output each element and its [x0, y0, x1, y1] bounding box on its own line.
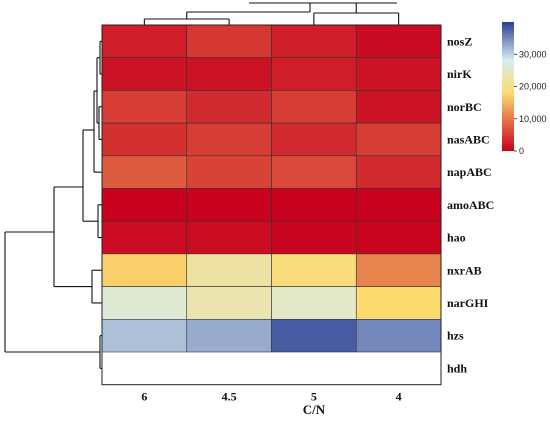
heatmap-cell [101, 57, 188, 91]
heatmap-cell [355, 90, 442, 124]
heatmap-cell [271, 220, 357, 255]
row-label: nasABC [447, 132, 490, 146]
heatmap-cell [271, 57, 357, 91]
heatmap-cell [101, 220, 188, 255]
heatmap-cell [186, 90, 272, 124]
row-label: nxrAB [447, 263, 482, 277]
heatmap-cell [101, 286, 188, 320]
heatmap-cell [355, 318, 442, 353]
heatmap-cell [101, 188, 188, 222]
heatmap-cell [101, 253, 188, 287]
heatmap-cell [186, 286, 272, 320]
heatmap-cell [101, 122, 188, 157]
row-label: hzs [447, 329, 464, 343]
row-label: nosZ [447, 34, 472, 48]
heatmap-cell [355, 155, 442, 189]
row-label: nirK [447, 67, 472, 81]
heatmap-cell [355, 188, 442, 222]
heatmap-cell [186, 188, 272, 222]
row-label: napABC [447, 165, 492, 179]
heatmap-cell [355, 253, 442, 287]
heatmap-cell [271, 318, 357, 353]
heatmap-cell [101, 24, 188, 59]
heatmap-cell [186, 24, 272, 59]
row-dendrogram [4, 40, 102, 369]
colorbar-tick-label: 20,000 [519, 82, 547, 92]
colorbar-gradient [502, 22, 514, 151]
row-label: narGHI [447, 296, 489, 310]
heatmap-cell [355, 57, 442, 91]
heatmap-cell [271, 253, 357, 287]
colorbar-tick-label: 0 [519, 146, 524, 156]
column-label: 6 [141, 390, 147, 404]
heatmap-cell [186, 155, 272, 189]
heatmap-cell [101, 318, 188, 353]
heatmap-frame [101, 24, 442, 386]
column-label: 4.5 [222, 390, 237, 404]
heatmap-cell [186, 318, 272, 353]
column-label: 4 [396, 390, 402, 404]
heatmap-cell [101, 155, 188, 189]
heatmap-cell [271, 286, 357, 320]
column-dendrogram [143, 2, 400, 25]
heatmap-cell [271, 155, 357, 189]
heatmap-cell [355, 286, 442, 320]
heatmap-cell [271, 188, 357, 222]
heatmap-cell [186, 57, 272, 91]
heatmap-cell [355, 220, 442, 255]
row-label: hao [447, 231, 466, 245]
colorbar: 0 10,000 20,000 30,000 [502, 22, 547, 156]
column-labels: 6 4.5 5 4 [141, 390, 401, 404]
heatmap-cell [271, 122, 357, 157]
heatmap-cell [355, 24, 442, 59]
row-labels: nosZ nirK norBC nasABC napABC amoABC hao nxrAB n… [447, 34, 494, 375]
colorbar-tick-label: 30,000 [519, 49, 547, 59]
heatmap-cell [186, 220, 272, 255]
colorbar-tick-label: 10,000 [519, 114, 547, 124]
row-label: norBC [447, 100, 482, 114]
row-label: amoABC [447, 198, 494, 212]
heatmap-cell [355, 122, 442, 157]
heatmap-cells [101, 24, 442, 386]
heatmap-cell [271, 24, 357, 59]
column-label: 5 [311, 390, 317, 404]
row-label: hdh [447, 361, 467, 375]
heatmap-cell [101, 90, 188, 124]
heatmap-cell [186, 122, 272, 157]
x-axis-title: C/N [303, 402, 326, 417]
heatmap-cell [271, 90, 357, 124]
heatmap-cell [186, 253, 272, 287]
